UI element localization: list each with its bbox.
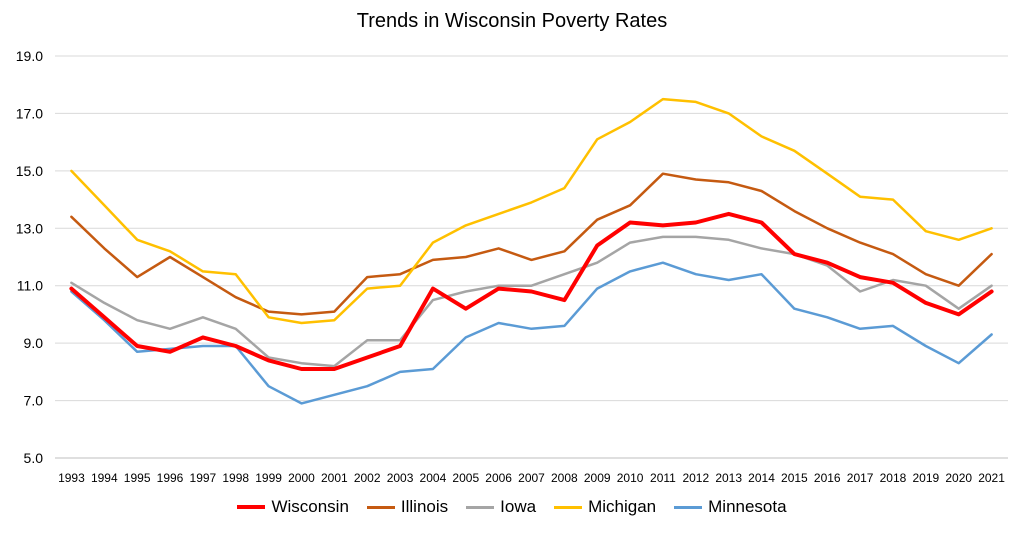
x-tick-label-1996: 1996	[157, 471, 184, 485]
x-tick-label-2019: 2019	[912, 471, 939, 485]
x-tick-label-2006: 2006	[485, 471, 512, 485]
legend-label-minnesota: Minnesota	[708, 497, 787, 516]
x-tick-label-2000: 2000	[288, 471, 315, 485]
x-tick-label-1994: 1994	[91, 471, 118, 485]
legend-item-minnesota: Minnesota	[674, 497, 787, 517]
x-tick-label-2015: 2015	[781, 471, 808, 485]
legend-swatch-wisconsin	[237, 505, 266, 509]
y-tick-label-0: 5.0	[24, 450, 44, 466]
x-tick-label-1993: 1993	[58, 471, 85, 485]
x-tick-label-2020: 2020	[945, 471, 972, 485]
y-tick-label-7: 19.0	[16, 48, 43, 64]
legend-item-iowa: Iowa	[466, 497, 536, 517]
y-tick-label-3: 11.0	[17, 278, 43, 294]
legend-swatch-iowa	[466, 505, 495, 509]
x-tick-label-1999: 1999	[255, 471, 282, 485]
x-tick-label-2012: 2012	[682, 471, 709, 485]
legend-item-wisconsin: Wisconsin	[237, 497, 349, 517]
y-tick-label-4: 13.0	[16, 220, 43, 236]
x-tick-label-2007: 2007	[518, 471, 545, 485]
x-tick-label-2016: 2016	[814, 471, 841, 485]
x-tick-label-2011: 2011	[650, 471, 676, 485]
chart-title: Trends in Wisconsin Poverty Rates	[356, 10, 668, 32]
series-line-illinois	[70, 172, 993, 316]
y-tick-label-5: 15.0	[16, 163, 43, 179]
x-tick-label-2017: 2017	[847, 471, 874, 485]
legend-label-michigan: Michigan	[588, 497, 657, 516]
series-line-wisconsin	[69, 211, 994, 371]
x-tick-label-2008: 2008	[551, 471, 578, 485]
y-tick-label-2: 9.0	[24, 335, 44, 351]
x-tick-label-2004: 2004	[420, 471, 447, 485]
series-line-michigan	[70, 97, 993, 325]
legend-swatch-illinois	[366, 505, 395, 509]
series-line-minnesota	[70, 261, 993, 405]
x-tick-label-1997: 1997	[190, 471, 217, 485]
x-tick-label-2014: 2014	[748, 471, 775, 485]
x-tick-label-2003: 2003	[387, 471, 414, 485]
legend-item-michigan: Michigan	[554, 497, 656, 517]
x-tick-label-2021: 2021	[978, 471, 1005, 485]
y-tick-label-1: 7.0	[24, 393, 44, 409]
series-line-iowa	[70, 235, 993, 368]
y-tick-label-6: 17.0	[16, 105, 43, 121]
legend-swatch-minnesota	[674, 505, 703, 509]
legend-label-illinois: Illinois	[400, 497, 449, 516]
legend-item-illinois: Illinois	[366, 497, 449, 517]
legend-label-wisconsin: Wisconsin	[271, 497, 349, 516]
x-tick-label-1995: 1995	[124, 471, 151, 485]
x-tick-label-2013: 2013	[715, 471, 742, 485]
x-tick-label-2018: 2018	[880, 471, 907, 485]
legend: Wisconsin Illinois Iowa Michigan Minnesota	[0, 497, 1024, 517]
legend-swatch-michigan	[554, 505, 583, 509]
x-tick-label-2005: 2005	[452, 471, 479, 485]
x-tick-label-2002: 2002	[354, 471, 381, 485]
x-tick-label-2009: 2009	[584, 471, 611, 485]
legend-label-iowa: Iowa	[500, 497, 537, 516]
x-tick-label-2010: 2010	[617, 471, 644, 485]
x-tick-label-1998: 1998	[222, 471, 249, 485]
x-tick-label-2001: 2001	[321, 471, 348, 485]
